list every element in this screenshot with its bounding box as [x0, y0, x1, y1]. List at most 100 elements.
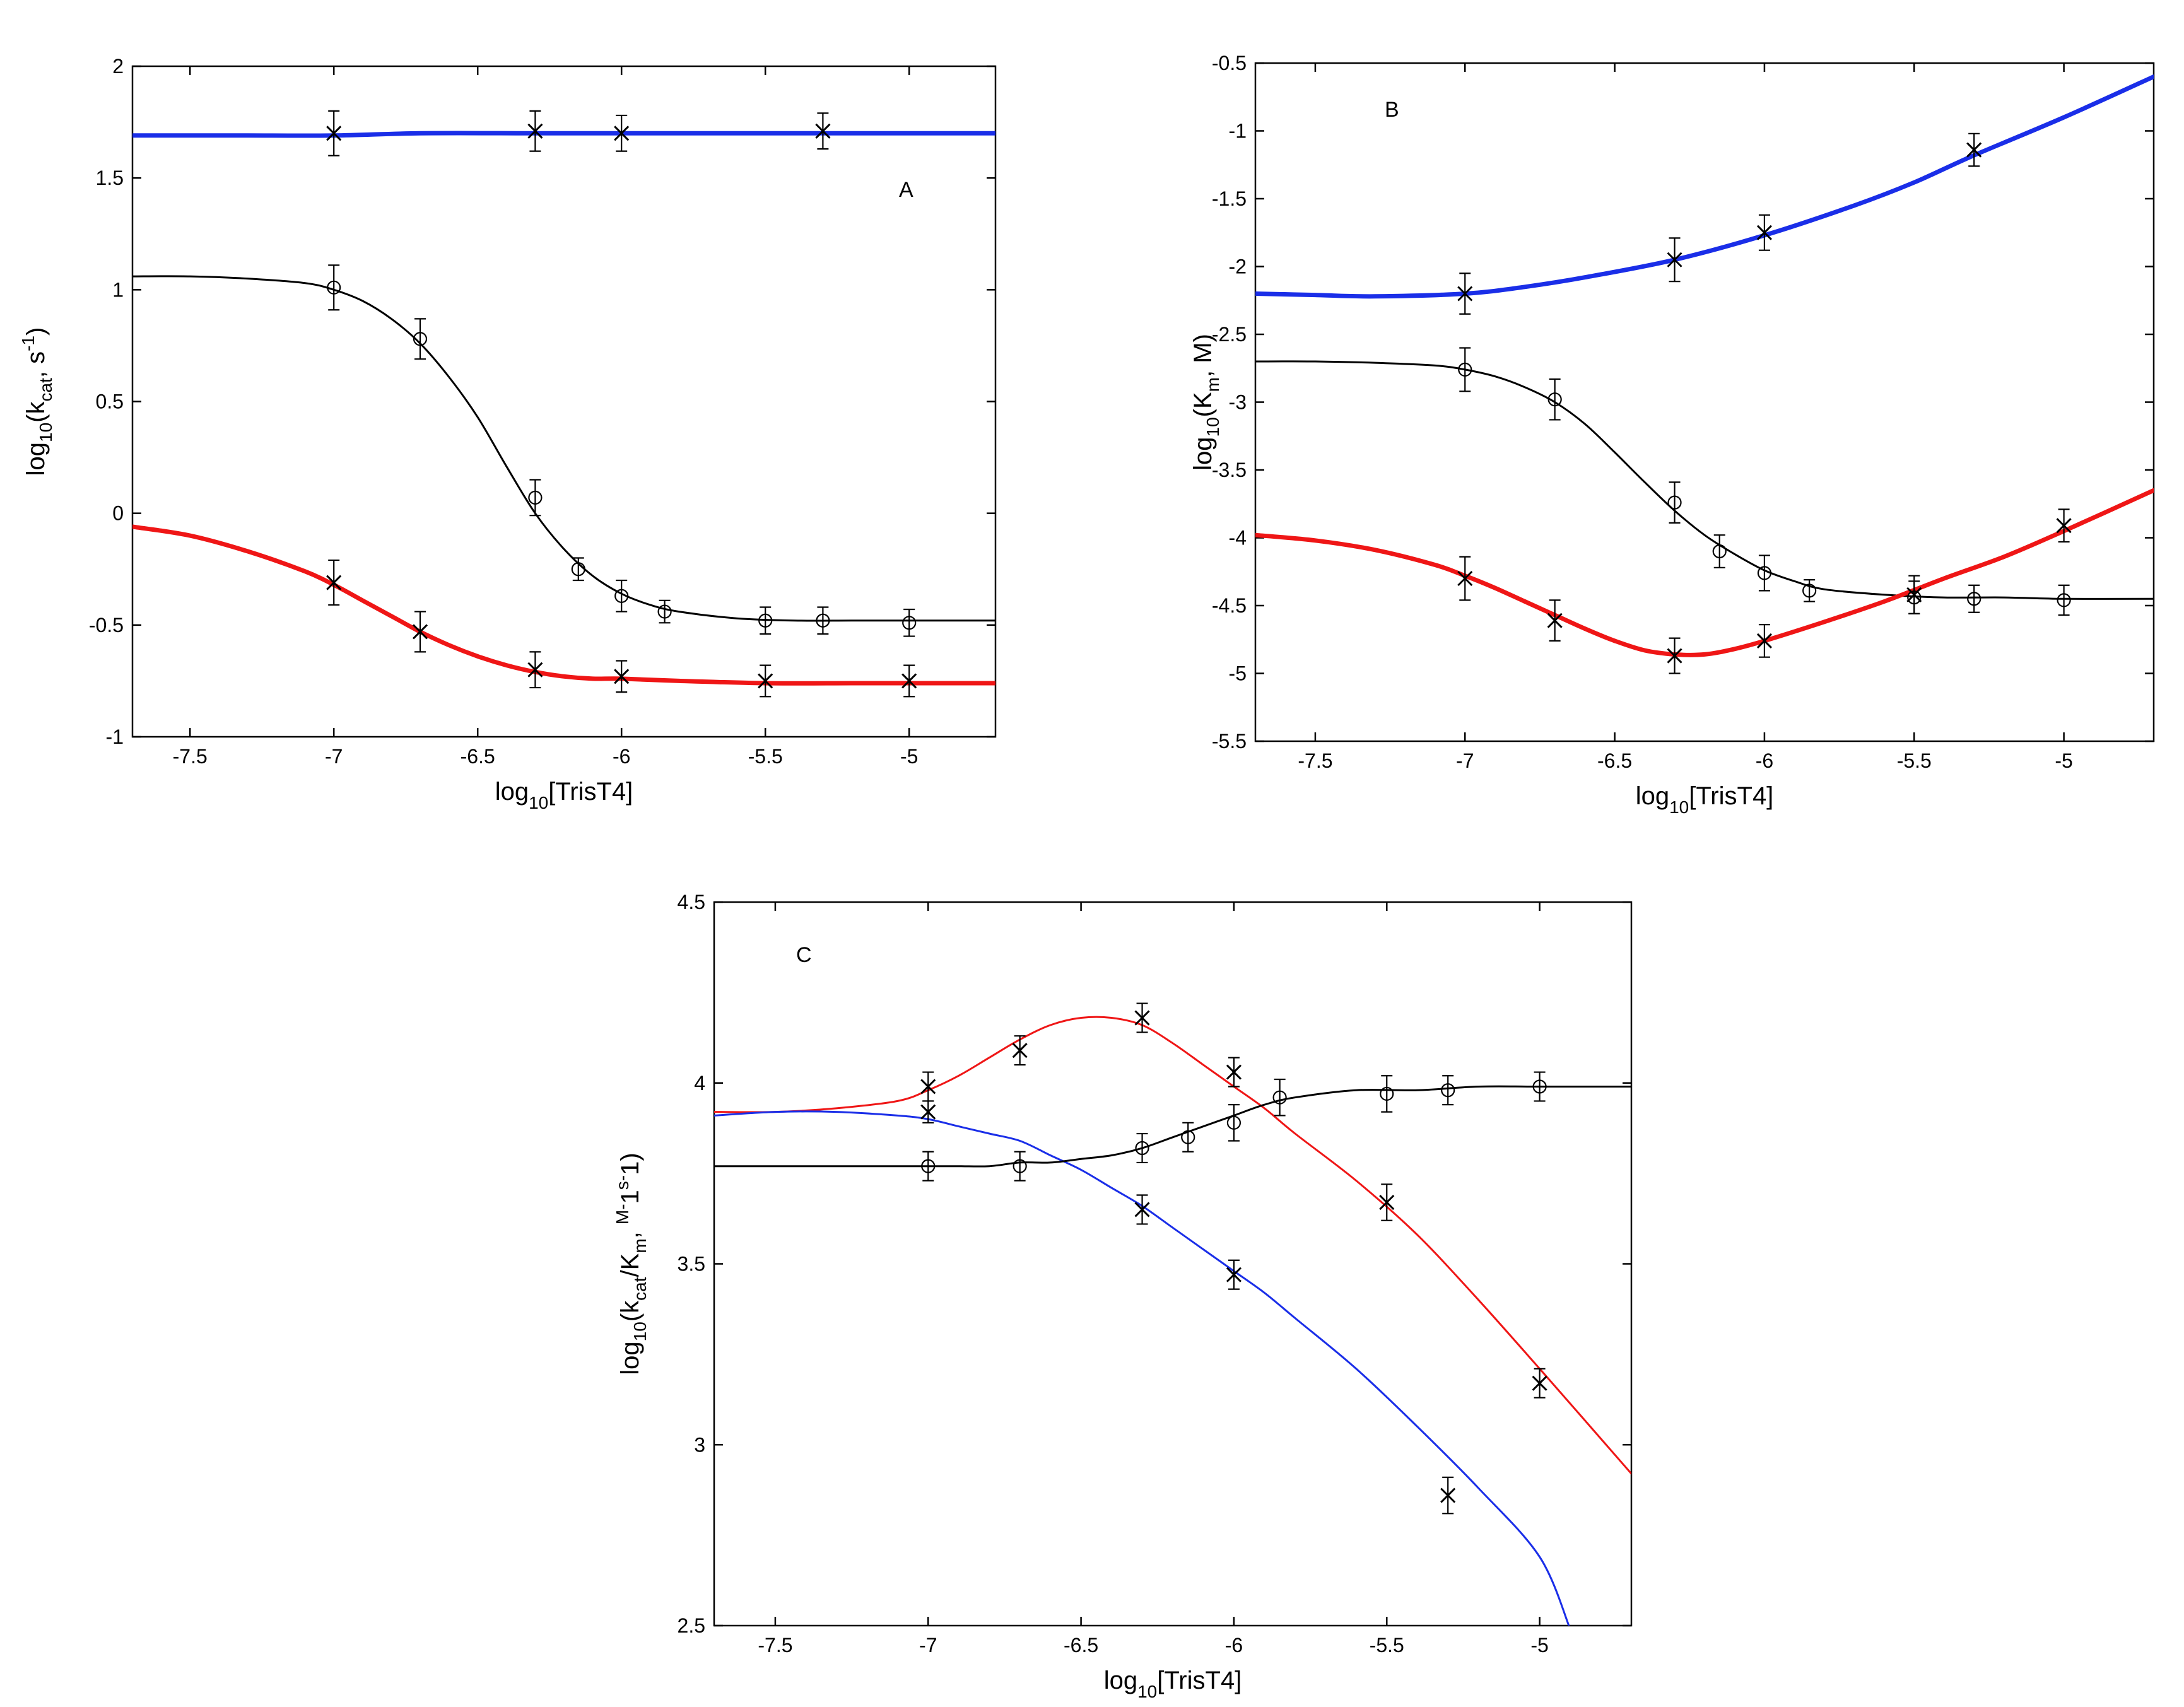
panel-letter-c: C	[796, 943, 812, 967]
circle-marker	[1547, 392, 1562, 407]
y-tick-label-b: -4.5	[1212, 594, 1247, 617]
y-tick-label-c: 4.5	[678, 891, 705, 913]
data-point-b-black-data	[1667, 481, 1682, 524]
x-marker	[1134, 1010, 1150, 1026]
circle-marker	[2057, 593, 2071, 607]
circle-marker	[1226, 1115, 1242, 1130]
data-point-c-black-data	[1532, 1071, 1547, 1102]
y-tick-label-b: -1	[1229, 120, 1247, 143]
data-point-a-black-data	[327, 264, 341, 311]
circle-marker	[327, 280, 341, 295]
circle-marker	[528, 490, 543, 505]
x-marker	[2056, 518, 2072, 534]
x-marker	[758, 673, 773, 689]
data-point-a-black-data	[571, 557, 585, 582]
data-point-a-black-data	[902, 608, 917, 637]
x-marker	[527, 662, 543, 678]
x-tick-label-b: -7.5	[1298, 749, 1332, 772]
circle-marker	[1380, 1086, 1394, 1101]
x-tick-label-a: -7	[325, 745, 343, 768]
y-tick-label-a: 0	[112, 502, 124, 525]
x-tick-label-c: -7.5	[758, 1634, 792, 1657]
plot-area-b	[1255, 74, 2154, 674]
x-marker	[1966, 142, 1982, 158]
y-tick-label-a: -1	[106, 725, 124, 748]
x-tick-label-b: -6	[1756, 749, 1773, 772]
x-tick-label-c: -6.5	[1064, 1634, 1098, 1657]
x-axis-label-b: log10[TrisT4]	[1636, 782, 1774, 817]
data-point-c-red-data	[1012, 1035, 1028, 1066]
x-marker	[1134, 1202, 1150, 1217]
y-tick-label-b: -5.5	[1212, 730, 1247, 753]
y-tick-label-b: -3	[1229, 391, 1247, 414]
y-tick-label-b: -1.5	[1212, 187, 1247, 210]
x-marker	[326, 575, 342, 590]
data-point-a-red-data	[326, 559, 342, 606]
y-tick-label-c: 4	[694, 1072, 705, 1094]
y-tick-label-a: 2	[112, 55, 124, 78]
fit-line-c-black-fit	[714, 1085, 1631, 1168]
x-tick-label-c: -7	[919, 1634, 937, 1657]
y-tick-label-b: -2	[1229, 255, 1247, 278]
x-tick-label-b: -7	[1456, 749, 1474, 772]
fit-line-b-black-fit	[1255, 360, 2154, 600]
y-tick-label-a: 1	[112, 278, 124, 301]
y-tick-label-b: -5	[1229, 662, 1247, 685]
y-tick-label-a: 1.5	[96, 167, 124, 189]
plot-frame-c	[713, 901, 1633, 1627]
data-point-b-black-data	[1757, 554, 1772, 592]
x-marker	[527, 123, 543, 139]
data-point-a-black-data	[816, 606, 830, 635]
data-point-a-red-data	[758, 664, 773, 698]
x-tick-label-c: -6	[1225, 1634, 1243, 1657]
circle-marker	[758, 613, 773, 628]
x-marker	[1457, 570, 1473, 587]
circle-marker	[1181, 1130, 1195, 1144]
fit-line-a-blue-fit	[132, 131, 995, 138]
data-point-c-black-data	[1181, 1122, 1195, 1153]
x-tick-label-b: -5.5	[1897, 749, 1932, 772]
x-marker	[1906, 587, 1922, 602]
circle-marker	[1013, 1159, 1027, 1173]
x-marker	[1379, 1194, 1395, 1211]
circle-marker	[1967, 592, 1981, 606]
circle-marker	[1667, 495, 1682, 510]
data-point-c-red-data	[1134, 1002, 1150, 1033]
data-point-a-red-data	[614, 660, 630, 693]
x-marker	[1532, 1375, 1547, 1391]
x-marker	[1457, 286, 1473, 302]
fit-line-b-blue-fit	[1255, 74, 2154, 299]
y-tick-label-b: -0.5	[1212, 52, 1247, 74]
x-marker	[1667, 252, 1682, 267]
x-marker	[920, 1079, 936, 1094]
data-point-b-red-data	[1906, 575, 1922, 615]
data-point-c-black-data	[1380, 1075, 1394, 1113]
data-point-a-blue-data	[614, 114, 630, 152]
circle-marker	[921, 1159, 936, 1173]
x-marker	[1226, 1267, 1242, 1282]
panel-c-kcat-over-km-chart: -7.5 -7 -6.5 -6 -5.5 -5 2.5 3 3.5 4 4.5 log10[TrisT…	[613, 891, 1633, 1701]
data-point-a-blue-data	[527, 110, 543, 152]
data-point-c-black-data	[1013, 1151, 1027, 1182]
x-marker	[326, 126, 342, 141]
circle-marker	[1802, 584, 1817, 598]
y-axis-label-a: log10(kcat, s-1)	[18, 327, 56, 476]
x-axis-label-a: log10[TrisT4]	[495, 778, 633, 812]
circle-marker	[902, 616, 917, 630]
data-point-a-red-data	[412, 611, 428, 653]
fit-line-a-black-fit	[132, 275, 995, 622]
x-marker	[412, 624, 428, 640]
data-point-a-black-data	[413, 318, 428, 360]
fit-line-c-blue-fit	[714, 1110, 1570, 1626]
plot-frame-b	[1254, 62, 2155, 742]
x-tick-label-a: -6	[613, 745, 630, 768]
data-point-c-black-data	[1272, 1078, 1287, 1117]
data-point-a-blue-data	[815, 112, 831, 150]
data-point-a-black-data	[528, 479, 543, 517]
y-tick-label-b: -3.5	[1212, 459, 1247, 481]
panel-a-kcat-chart: -7.5 -7 -6.5 -6 -5.5 -5 -1 -0.5 0 0.5 1 1.5 2 log10[T…	[18, 55, 997, 812]
plot-area-a	[132, 110, 995, 698]
fit-line-a-red-fit	[132, 524, 995, 686]
data-point-b-red-data	[2056, 508, 2072, 543]
data-point-c-black-data	[921, 1151, 936, 1182]
